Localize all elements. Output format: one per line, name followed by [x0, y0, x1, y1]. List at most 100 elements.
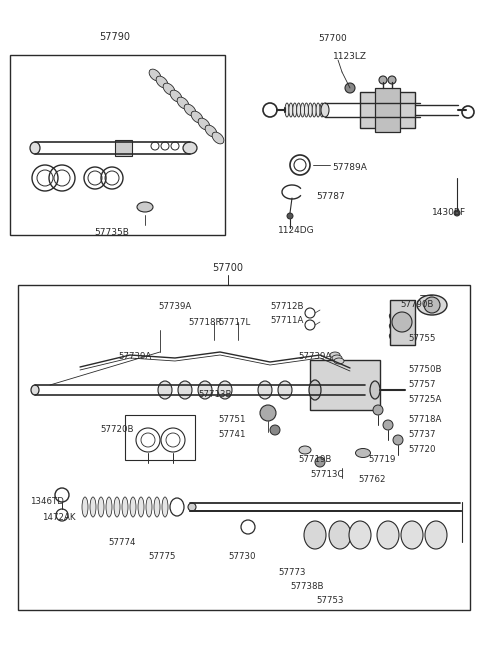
Ellipse shape [356, 449, 371, 457]
Text: 1430BF: 1430BF [432, 208, 466, 217]
Circle shape [454, 210, 460, 216]
Text: 57738B: 57738B [290, 582, 324, 591]
Ellipse shape [334, 358, 344, 364]
Ellipse shape [137, 202, 153, 212]
Bar [310, 360, 380, 410]
Text: 1124DG: 1124DG [278, 226, 314, 235]
Ellipse shape [122, 497, 128, 517]
Text: 57700: 57700 [318, 34, 347, 43]
Ellipse shape [178, 381, 192, 399]
Circle shape [315, 457, 325, 467]
Ellipse shape [304, 103, 309, 117]
Ellipse shape [191, 111, 203, 123]
Ellipse shape [158, 381, 172, 399]
Ellipse shape [31, 385, 39, 395]
Ellipse shape [198, 381, 212, 399]
Text: 57757: 57757 [408, 380, 435, 389]
Ellipse shape [184, 104, 196, 116]
Bar [360, 92, 415, 128]
Ellipse shape [308, 103, 312, 117]
Ellipse shape [198, 118, 210, 130]
Text: 57739A: 57739A [158, 302, 191, 311]
Ellipse shape [389, 312, 407, 324]
Text: 57700: 57700 [213, 263, 243, 273]
Bar [125, 415, 195, 460]
Text: 57720B: 57720B [100, 425, 133, 434]
Ellipse shape [183, 142, 197, 154]
Ellipse shape [321, 103, 329, 117]
Ellipse shape [149, 69, 161, 81]
Circle shape [388, 76, 396, 84]
Bar [375, 88, 400, 132]
Ellipse shape [312, 103, 316, 117]
Ellipse shape [332, 355, 342, 361]
Ellipse shape [309, 380, 321, 400]
Text: 57751: 57751 [218, 415, 245, 424]
Text: 57790B: 57790B [400, 300, 433, 309]
Text: 57789A: 57789A [332, 163, 367, 172]
Ellipse shape [299, 446, 311, 454]
Text: 57750B: 57750B [408, 365, 442, 374]
Text: 57718A: 57718A [408, 415, 442, 424]
Ellipse shape [329, 521, 351, 549]
Text: 57713B: 57713B [198, 390, 231, 399]
Ellipse shape [138, 497, 144, 517]
Text: 57713C: 57713C [310, 470, 344, 479]
Text: 57711A: 57711A [270, 316, 303, 325]
Ellipse shape [300, 103, 304, 117]
Ellipse shape [389, 322, 407, 333]
Ellipse shape [188, 503, 196, 511]
Text: 57739A: 57739A [118, 352, 151, 361]
Ellipse shape [278, 381, 292, 399]
Ellipse shape [218, 381, 232, 399]
Text: 57790: 57790 [99, 32, 131, 42]
Ellipse shape [212, 132, 224, 144]
Ellipse shape [304, 521, 326, 549]
Text: 57717L: 57717L [218, 318, 250, 327]
Ellipse shape [425, 521, 447, 549]
Circle shape [462, 106, 474, 118]
Ellipse shape [320, 103, 324, 117]
Ellipse shape [258, 381, 272, 399]
Ellipse shape [163, 83, 175, 95]
Ellipse shape [417, 295, 447, 315]
Circle shape [270, 425, 280, 435]
Text: 57753: 57753 [316, 596, 344, 605]
Circle shape [260, 405, 276, 421]
Text: 57741: 57741 [218, 430, 245, 439]
Ellipse shape [349, 521, 371, 549]
Ellipse shape [98, 497, 104, 517]
Text: 57774: 57774 [108, 538, 135, 547]
Circle shape [287, 213, 293, 219]
Circle shape [373, 405, 383, 415]
Text: 57730: 57730 [228, 552, 255, 561]
Bar [115, 140, 132, 156]
Bar [18, 285, 470, 610]
Ellipse shape [177, 97, 189, 109]
Ellipse shape [316, 103, 320, 117]
Ellipse shape [146, 497, 152, 517]
Ellipse shape [330, 352, 340, 358]
Ellipse shape [156, 76, 168, 88]
Text: 57787: 57787 [316, 192, 345, 201]
Ellipse shape [30, 142, 40, 154]
Ellipse shape [297, 103, 300, 117]
Ellipse shape [285, 103, 289, 117]
Ellipse shape [377, 521, 399, 549]
Text: 57773: 57773 [278, 568, 305, 577]
Text: 57755: 57755 [408, 334, 435, 343]
Ellipse shape [162, 497, 168, 517]
Ellipse shape [90, 497, 96, 517]
Ellipse shape [114, 497, 120, 517]
Circle shape [383, 420, 393, 430]
Text: 57739A: 57739A [298, 352, 331, 361]
Text: 57735B: 57735B [95, 228, 130, 237]
Ellipse shape [370, 381, 380, 399]
Text: 57719B: 57719B [298, 455, 331, 464]
Text: 57720: 57720 [408, 445, 435, 454]
Ellipse shape [401, 521, 423, 549]
Circle shape [424, 297, 440, 313]
Text: 57718R: 57718R [188, 318, 221, 327]
Circle shape [263, 103, 277, 117]
Circle shape [393, 435, 403, 445]
